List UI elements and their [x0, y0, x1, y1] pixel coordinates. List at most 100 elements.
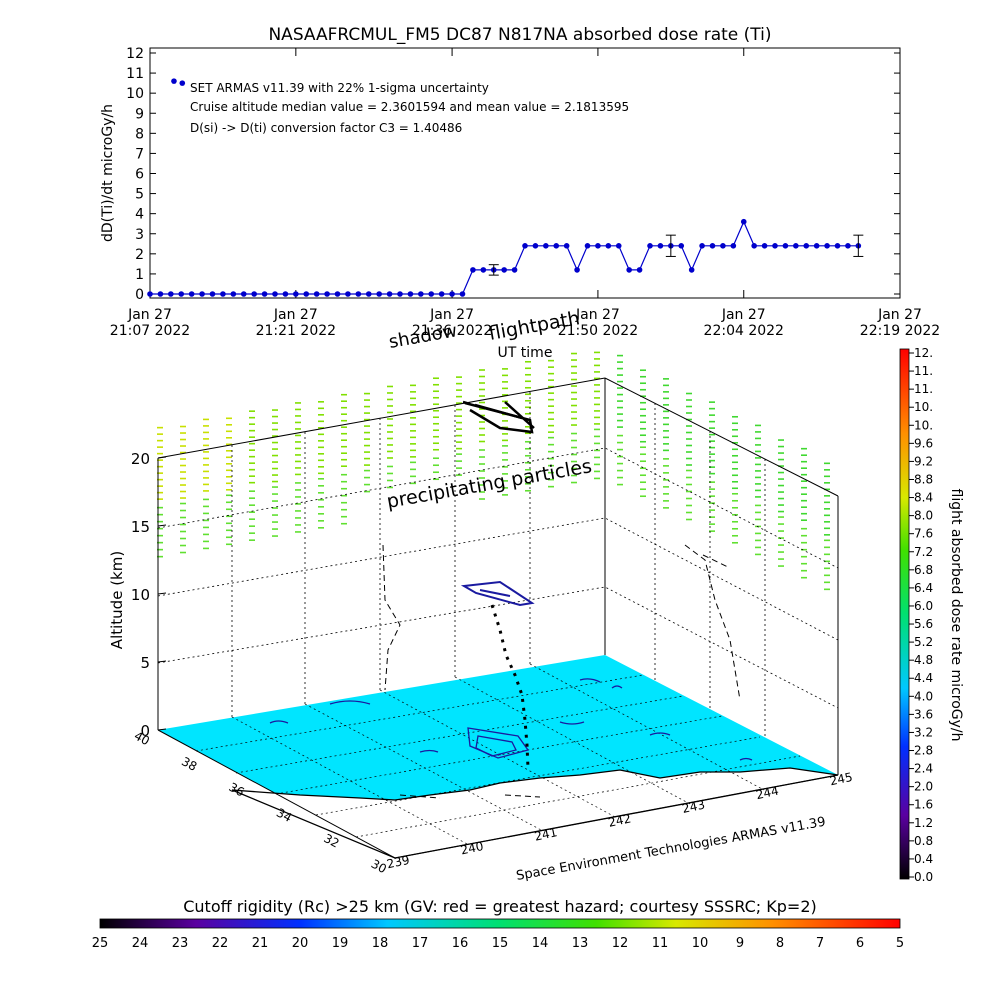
rigidity-tick-label: 15 [492, 936, 509, 951]
data-point [574, 267, 580, 273]
rigidity-tick-label: 18 [372, 936, 389, 951]
z-tick [157, 524, 167, 527]
data-point [834, 243, 841, 249]
rigidity-tick-label: 13 [572, 936, 589, 951]
rigidity-tick-label: 24 [132, 936, 149, 951]
z-tick [157, 456, 167, 459]
x-tick-label-time: 22:04 2022 [704, 323, 784, 339]
data-point [782, 243, 789, 249]
x-tick-label-date: Jan 27 [721, 307, 766, 323]
z-tick-label: 0 [140, 722, 150, 740]
data-point [470, 267, 476, 273]
colorbar-tick-label: 11. [914, 364, 933, 378]
contours [269, 678, 753, 761]
data-point [407, 291, 414, 297]
y-tick-label: 10 [126, 86, 144, 102]
data-point [293, 291, 299, 297]
climb-path [460, 580, 535, 607]
rigidity-colorbar-ticks: 25 24 23 22 21 20 19 18 17 16 15 14 13 12 11 10 9 8 7 6 5 [92, 936, 904, 951]
flightpath-label: flightpath [487, 307, 581, 345]
colorbar-tick-label: 11. [914, 382, 933, 396]
lon-tick-label: 239 [386, 853, 411, 871]
lat-tick-label: 32 [321, 831, 341, 851]
rigidity-tick-label: 10 [692, 936, 709, 951]
data-point [282, 291, 289, 297]
lon-tick-label: 245 [829, 770, 854, 788]
z-tick [157, 728, 167, 731]
data-point [147, 291, 153, 297]
z-tick [157, 592, 167, 595]
colorbar-tick-label: 6.8 [914, 563, 933, 577]
data-point [845, 243, 851, 249]
annotation-line-3: D(si) -> D(ti) conversion factor C3 = 1.… [190, 121, 462, 135]
data-point [303, 291, 310, 297]
lon-tick-label: 240 [459, 839, 484, 857]
coastline [231, 767, 839, 859]
data-point [553, 243, 560, 249]
rigidity-colorbar [99, 918, 901, 929]
data-point [595, 243, 601, 249]
rigidity-tick-label: 16 [452, 936, 469, 951]
lon-tick-label: 242 [607, 811, 632, 829]
data-point [563, 243, 570, 249]
rigidity-bar-label: Cutoff rigidity (Rc) >25 km (GV: red = g… [183, 897, 817, 916]
rigidity-tick-label: 21 [252, 936, 269, 951]
colorbar-tick-label: 2.0 [914, 780, 933, 794]
rigidity-tick-label: 22 [212, 936, 229, 951]
data-point [626, 267, 632, 273]
data-point [397, 291, 403, 297]
x-tick-label-time: 22:19 2022 [860, 323, 940, 339]
data-point [678, 243, 685, 249]
colorbar-tick-label: 9.2 [914, 454, 933, 468]
colorbar-tick-label: 3.6 [914, 707, 933, 721]
y-tick-label: 11 [126, 66, 144, 82]
dose-colorbar-ticks: 0.0 0.4 0.8 1.2 1.6 2.0 2.4 2.8 3.2 3.6 4.0 4.4 4.8 5… [909, 346, 933, 884]
data-point [209, 291, 216, 297]
data-point [230, 291, 237, 297]
colorbar-tick-label: 8.0 [914, 509, 933, 523]
data-point [220, 291, 226, 297]
flight-path [462, 400, 535, 434]
colorbar-tick-label: 2.8 [914, 744, 933, 758]
data-point [532, 243, 539, 249]
data-point [605, 243, 612, 249]
x-tick-label-date: Jan 27 [273, 307, 318, 323]
data-point [699, 243, 705, 249]
colorbar-tick-label: 0.4 [914, 852, 933, 866]
data-point [751, 243, 757, 249]
x-tick-label-date: Jan 27 [429, 307, 474, 323]
lat-tick-label: 40 [132, 729, 152, 749]
data-point [501, 267, 507, 273]
data-point [459, 291, 466, 297]
data-point [355, 291, 362, 297]
colorbar-tick-label: 3.2 [914, 725, 933, 739]
colorbar-tick-label: 8.4 [914, 491, 933, 505]
colorbar-tick-label: 6.4 [914, 581, 933, 595]
shadow-track [382, 544, 741, 799]
data-point [720, 243, 726, 249]
data-point [324, 291, 330, 297]
data-point [730, 243, 737, 249]
x-tick-label-time: 21:36 2022 [412, 323, 492, 339]
rigidity-tick-label: 9 [736, 936, 744, 951]
lon-tick-label: 243 [681, 798, 706, 816]
colorbar-tick-label: 1.2 [914, 816, 933, 830]
data-point [438, 291, 445, 297]
colorbar-tick-label: 9.6 [914, 436, 933, 450]
altitude-grid [157, 392, 839, 738]
x-axis-label: UT time [498, 345, 553, 361]
data-point [240, 291, 247, 297]
z-tick-label: 5 [140, 654, 150, 672]
data-point [803, 243, 810, 249]
data-point [449, 291, 455, 297]
colorbar-tick-label: 10. [914, 418, 933, 432]
colorbar-tick-label: 0.0 [914, 870, 933, 884]
z-tick-label: 20 [131, 450, 150, 468]
x-tick-label-date: Jan 27 [127, 307, 172, 323]
rigidity-tick-label: 11 [652, 936, 669, 951]
data-point [647, 243, 653, 249]
data-point [480, 267, 487, 273]
colorbar-tick-label: 4.4 [914, 671, 933, 685]
